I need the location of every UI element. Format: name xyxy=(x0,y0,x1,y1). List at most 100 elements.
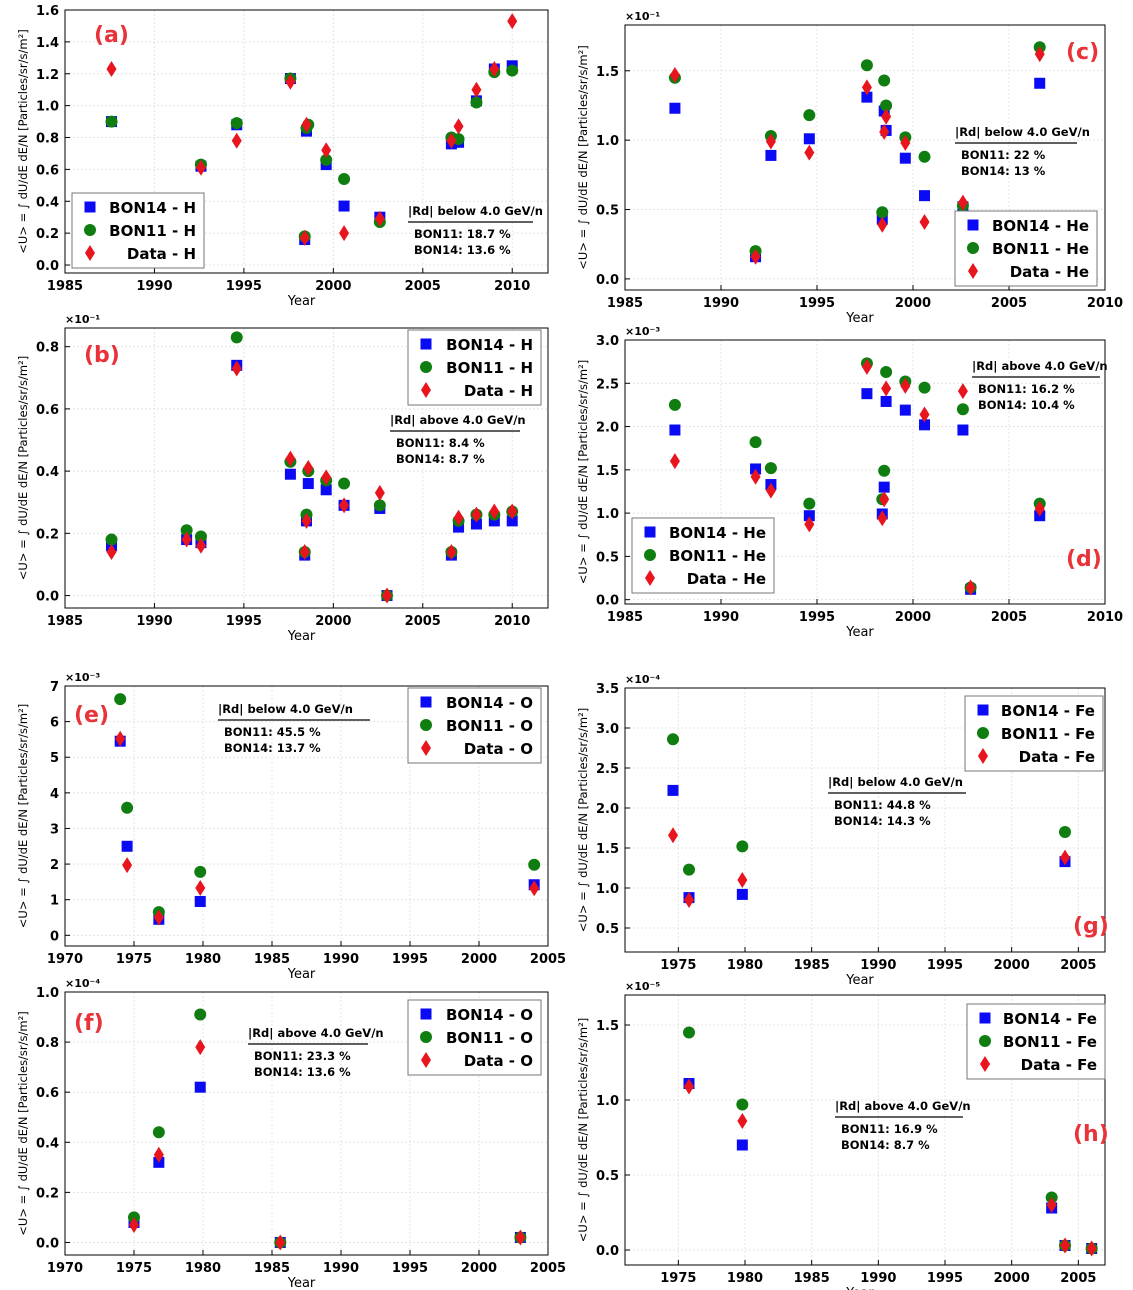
y-tick-label: 0.4 xyxy=(36,465,59,480)
legend-marker xyxy=(84,201,96,213)
legend-label: BON14 - O xyxy=(446,1006,533,1024)
annotation-line: BON14: 14.3 % xyxy=(834,814,931,828)
data-point xyxy=(453,521,465,533)
annotation-title: |Rd| above 4.0 GeV/n xyxy=(248,1026,384,1040)
legend-label: Data - He xyxy=(687,570,766,588)
y-tick-label: 1.0 xyxy=(36,986,59,1001)
data-point xyxy=(320,484,332,496)
y-tick-label: 0.2 xyxy=(36,527,59,542)
data-point xyxy=(803,133,815,145)
legend-marker xyxy=(420,361,432,373)
y-axis-label: <U> = ∫ dU/dE dE/N [Particles/sr/s/m²] xyxy=(16,356,30,580)
y-tick-label: 1.5 xyxy=(596,842,619,857)
data-point xyxy=(918,150,931,163)
y-axis-label: <U> = ∫ dU/dE dE/N [Particles/sr/s/m²] xyxy=(16,704,30,928)
data-point xyxy=(529,880,540,897)
panel-b: 1985 1990 1995 2000 2005 2010 0.0 0.2 0.4 0.6 0.8 Y… xyxy=(16,313,549,644)
y-tick-label: 2.0 xyxy=(596,421,619,436)
x-tick-label: 2005 xyxy=(991,296,1027,311)
data-point xyxy=(105,533,118,546)
data-point xyxy=(338,477,351,490)
data-point xyxy=(919,190,931,202)
data-point xyxy=(230,117,243,130)
data-point xyxy=(736,1098,749,1111)
legend-label: BON14 - H xyxy=(446,336,533,354)
data-point xyxy=(881,380,892,397)
x-tick-label: 1985 xyxy=(254,952,290,967)
legend-label: BON14 - Fe xyxy=(1001,702,1095,720)
data-point xyxy=(965,579,976,596)
x-tick-label: 1995 xyxy=(226,614,262,629)
data-point xyxy=(876,206,889,219)
y-axis-label: <U> = ∫ dU/dE dE/N [Particles/sr/s/m²] xyxy=(16,1011,30,1235)
data-point xyxy=(470,96,483,109)
y-tick-label: 1.0 xyxy=(596,134,619,149)
legend-marker xyxy=(967,219,979,231)
x-tick-label: 1995 xyxy=(392,952,428,967)
x-tick-label: 1985 xyxy=(607,296,643,311)
x-tick-label: 1995 xyxy=(927,1271,963,1286)
y-tick-label: 0.0 xyxy=(596,273,619,288)
series-diamond xyxy=(106,360,518,604)
data-point xyxy=(899,152,911,164)
data-point xyxy=(299,229,310,246)
data-point xyxy=(764,462,777,475)
x-tick-label: 1980 xyxy=(185,952,221,967)
data-point xyxy=(878,74,891,87)
panel-label: (a) xyxy=(94,23,129,48)
legend-marker xyxy=(421,1052,431,1068)
x-tick-label: 1985 xyxy=(47,614,83,629)
annotation-line: BON14: 13.7 % xyxy=(224,741,321,755)
data-point xyxy=(737,872,748,888)
y-tick-label: 1.0 xyxy=(36,100,59,115)
data-point xyxy=(803,109,816,122)
data-point xyxy=(507,13,518,30)
x-tick-label: 2010 xyxy=(1087,610,1123,625)
x-tick-label: 1985 xyxy=(47,279,83,294)
legend-marker xyxy=(644,549,656,561)
data-point xyxy=(900,377,911,394)
data-point xyxy=(528,858,541,871)
series-diamond xyxy=(106,13,518,246)
data-point xyxy=(338,200,350,212)
y-tick-label: 1.0 xyxy=(596,1094,619,1109)
data-point xyxy=(1060,1237,1070,1254)
data-point xyxy=(180,524,193,537)
data-point xyxy=(765,482,776,499)
legend-label: BON11 - H xyxy=(446,359,533,377)
panel-g: 1975 1980 1985 1990 1995 2000 2005 0.5 1.0 1.5 2.0… xyxy=(576,673,1109,988)
x-tick-label: 2005 xyxy=(405,614,441,629)
data-point xyxy=(195,879,206,896)
data-point xyxy=(506,515,518,527)
y-tick-label: 0.5 xyxy=(596,204,619,219)
data-point xyxy=(452,133,465,146)
panel-h: 1975 1980 1985 1990 1995 2000 2005 0.0 0.5 1.0 1.5… xyxy=(576,980,1109,1290)
annotation-title: |Rd| above 4.0 GeV/n xyxy=(390,413,526,427)
data-point xyxy=(374,210,385,227)
plot-frame xyxy=(624,687,1106,953)
series-diamond xyxy=(669,46,1045,265)
data-point xyxy=(275,1234,286,1251)
y-tick-label: 0.0 xyxy=(596,1244,619,1259)
panel-a: 1985 1990 1995 2000 2005 2010 0.0 0.2 0.4 0.6 0.8 1… xyxy=(16,4,549,309)
axis-multiplier: ×10⁻⁴ xyxy=(625,673,660,686)
data-point xyxy=(471,506,482,523)
y-tick-label: 0.6 xyxy=(36,1086,59,1101)
data-point xyxy=(737,1113,748,1129)
plot-frame xyxy=(624,24,1106,291)
data-point xyxy=(750,468,761,485)
x-axis-label: Year xyxy=(287,1276,316,1290)
y-tick-label: 0.0 xyxy=(36,259,59,274)
data-point xyxy=(231,132,242,149)
data-point xyxy=(684,1078,694,1095)
panel-label: (f) xyxy=(74,1011,104,1036)
panel-c: 1985 1990 1995 2000 2005 2010 0.0 0.5 1.0 1.5 Year… xyxy=(576,10,1123,326)
data-point xyxy=(861,79,872,96)
data-point xyxy=(900,134,911,151)
y-tick-label: 1.4 xyxy=(36,36,59,51)
y-tick-label: 1.6 xyxy=(36,4,59,19)
legend-label: BON14 - He xyxy=(669,524,766,542)
axis-multiplier: ×10⁻¹ xyxy=(65,313,100,326)
legend-label: BON11 - O xyxy=(446,1029,533,1047)
x-tick-label: 2000 xyxy=(315,279,351,294)
